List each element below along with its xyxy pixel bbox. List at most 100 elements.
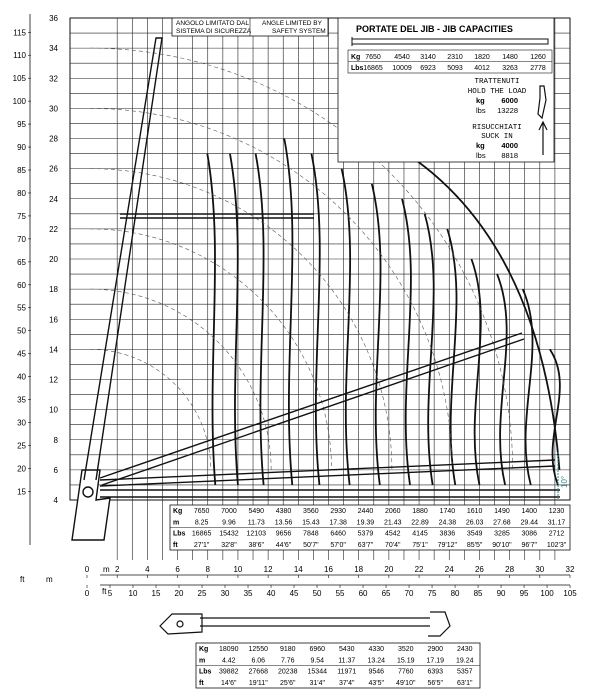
table-cell: 17.38 <box>329 519 347 526</box>
m-axis-label: m <box>46 575 53 584</box>
reach-arc <box>90 349 212 470</box>
jib-lbs-cell: 10009 <box>392 65 412 72</box>
table-row-label: ft <box>173 542 178 549</box>
table-cell: 9656 <box>276 531 292 538</box>
table-cell: 2440 <box>358 508 374 515</box>
hold-title-en: HOLD THE LOAD <box>468 88 527 96</box>
y-m-tick: 36 <box>49 14 58 23</box>
x-ft-tick: 20 <box>175 589 184 598</box>
table-cell: 1610 <box>467 508 483 515</box>
jib-lbs-cell: 6923 <box>420 65 436 72</box>
table-cell: 2060 <box>385 508 401 515</box>
x-ft-tick: 75 <box>428 589 437 598</box>
table-cell: 32'8" <box>221 542 237 549</box>
y-ft-tick: 70 <box>17 235 26 244</box>
y-ft-tick: 55 <box>17 304 26 313</box>
reach-arc <box>90 47 513 470</box>
load-curve <box>549 348 561 486</box>
table-cell: 13.24 <box>367 657 385 664</box>
table-row-label: m <box>173 519 179 526</box>
y-m-tick: 10 <box>49 406 58 415</box>
y-ft-tick: 115 <box>13 28 26 37</box>
y-ft-tick: 75 <box>17 212 26 221</box>
table-cell: 79'12" <box>438 542 458 549</box>
suck-title-en: SUCK IN <box>481 133 513 141</box>
crane-boom-drawing <box>71 37 560 541</box>
table-cell: 6.06 <box>251 657 265 664</box>
table-cell: 16865 <box>192 531 212 538</box>
y-ft-tick: 100 <box>13 97 27 106</box>
y-m-tick: 4 <box>54 496 59 505</box>
table-cell: 6393 <box>427 669 443 676</box>
table-cell: 11971 <box>337 669 356 676</box>
table-cell: 13.56 <box>275 519 293 526</box>
x-ft-axis-label: ft <box>102 587 107 596</box>
boom-horizontal <box>100 489 560 498</box>
x-ft-tick: 90 <box>497 589 506 598</box>
load-curve <box>521 288 534 486</box>
x-ft-tick: 10 <box>129 589 138 598</box>
table-cell: 7650 <box>194 508 210 515</box>
boom-vertical <box>83 37 163 481</box>
suck-lbs-value: 8818 <box>501 151 518 160</box>
x-m-tick: 24 <box>445 565 454 574</box>
y-ft-tick: 50 <box>17 327 26 336</box>
table-cell: 24.38 <box>439 519 457 526</box>
x-m-tick: 2 <box>115 565 120 574</box>
table-cell: 4145 <box>412 531 428 538</box>
table-cell: 11.73 <box>248 519 265 526</box>
load-curve <box>254 153 265 486</box>
table-cell: 5357 <box>457 669 473 676</box>
table-cell: 14'6" <box>221 680 237 687</box>
y-m-tick: 22 <box>49 225 58 234</box>
load-curve <box>470 258 482 486</box>
boom-pivot-icon <box>82 486 94 498</box>
table-cell: 12103 <box>247 531 267 538</box>
x-ft-tick: 55 <box>336 589 345 598</box>
table-cell: 37'4" <box>339 680 355 687</box>
table-cell: 2712 <box>549 531 565 538</box>
y-m-tick: 30 <box>49 104 58 113</box>
y-ft-tick: 105 <box>13 74 27 83</box>
table-cell: 2900 <box>427 646 443 653</box>
table-cell: 70'4" <box>385 542 401 549</box>
x-m-tick: 6 <box>175 565 180 574</box>
boom-inclined-low <box>99 459 556 487</box>
x-ft-tick: 60 <box>359 589 368 598</box>
jib-lbs-cell: 2778 <box>530 65 546 72</box>
table-cell: 8.25 <box>195 519 209 526</box>
x-m-tick: 8 <box>206 565 211 574</box>
x-ft-tick: 105 <box>563 589 577 598</box>
y-m-tick: 24 <box>49 195 58 204</box>
table-cell: 3560 <box>303 508 319 515</box>
x-ft-tick: 30 <box>221 589 230 598</box>
table-row-label: Lbs <box>173 531 186 538</box>
table-cell: 29.44 <box>520 519 538 526</box>
table-cell: 102'3" <box>547 542 567 549</box>
table-cell: 3520 <box>398 646 414 653</box>
table-cell: 3549 <box>467 531 483 538</box>
table-cell: 15344 <box>308 669 328 676</box>
y-ft-tick: 30 <box>17 419 26 428</box>
x-m-tick: 10 <box>233 565 242 574</box>
hold-lbs-value: 13228 <box>497 106 518 115</box>
table-cell: 96'7" <box>521 542 537 549</box>
bottom-capacity-table: Kg 18090 12550 9180 6960 5430 4330 3520 2900 2430… <box>195 642 481 689</box>
x-ft-tick: 80 <box>451 589 460 598</box>
load-curve <box>496 273 508 486</box>
table-cell: 43'5" <box>368 680 384 687</box>
x-ft-tick: 95 <box>520 589 529 598</box>
bottom-boom-drawing <box>159 611 451 637</box>
table-cell: 90'10" <box>492 542 512 549</box>
table-cell: 7760 <box>398 669 414 676</box>
table-cell: 3285 <box>494 531 510 538</box>
suck-kg-label: kg <box>476 141 485 150</box>
hold-kg-label: kg <box>476 96 485 105</box>
table-cell: 9.54 <box>310 657 324 664</box>
table-cell: 49'10" <box>396 680 416 687</box>
x-ft-tick: 85 <box>474 589 483 598</box>
x-m-tick: 16 <box>324 565 333 574</box>
x-m-tick: 22 <box>415 565 424 574</box>
x-ft-tick: 15 <box>152 589 161 598</box>
table-cell: 31'4" <box>309 680 325 687</box>
